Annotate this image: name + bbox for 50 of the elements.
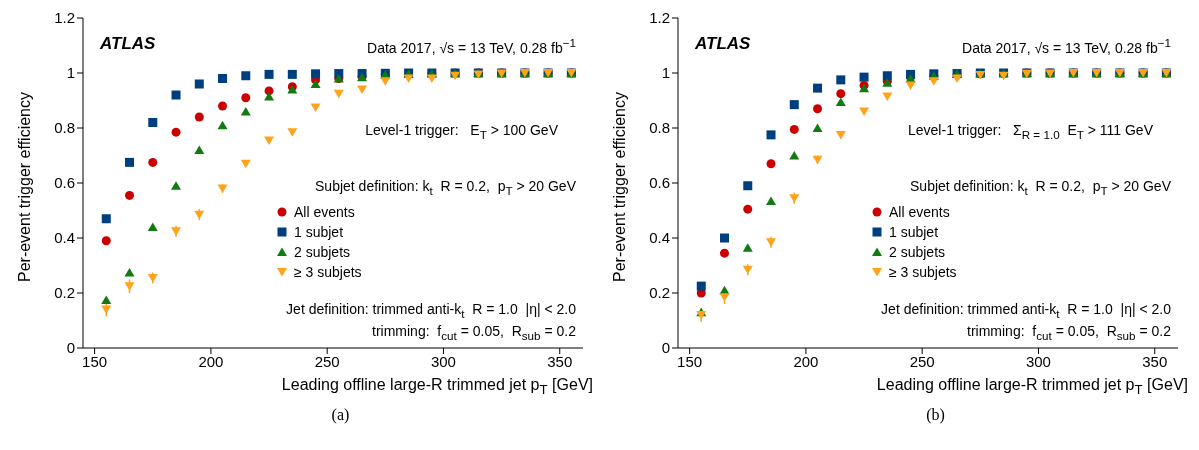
y-tick-label: 0.8	[649, 119, 670, 137]
legend-label: All events	[294, 204, 355, 220]
annotation: Level-1 trigger: E$_{T}$ > 100 GeV	[365, 122, 558, 141]
x-tick-label: 200	[198, 352, 224, 370]
legend-label: 2 subjets	[889, 244, 946, 260]
y-tick-label: 1	[66, 64, 75, 82]
y-tick-label: 0.4	[649, 229, 670, 247]
legend-label: 2 subjets	[294, 244, 351, 260]
legend-label: 1 subjet	[889, 224, 939, 240]
annotation: Subjet definition: k$_{t}$ R = 0.2, p$_{T}$ > 20 GeV	[315, 178, 576, 197]
annotation: Jet definition: trimmed anti-k$_{t}$ R = 1.0 |η| < 2.0	[286, 301, 576, 320]
x-tick-label: 150	[677, 352, 703, 370]
y-tick-label: 0.6	[649, 174, 670, 192]
annotation: trimming: f$_{cut}$ = 0.05, R$_{sub}$ = 0.2	[372, 323, 576, 342]
text: (a)	[330, 406, 351, 424]
annotation: Data 2017, √s = 13 TeV, 0.28 fb$^{−1}$	[367, 36, 576, 56]
annotation: Data 2017, √s = 13 TeV, 0.28 fb$^{−1}$	[962, 36, 1171, 56]
y-tick-label: 0.2	[54, 284, 75, 302]
x-tick-label: 250	[314, 352, 340, 370]
x-tick-label: 300	[1025, 352, 1051, 370]
y-tick-label: 0	[66, 339, 75, 357]
legend-label: All events	[889, 204, 950, 220]
x-tick-label: 350	[1142, 352, 1168, 370]
x-tick-label: 300	[430, 352, 456, 370]
legend-label: ≥ 3 subjets	[889, 264, 957, 280]
x-tick-label: 150	[82, 352, 108, 370]
y-axis-title: Per-event trigger efficiency	[16, 91, 34, 284]
legend-label: ≥ 3 subjets	[294, 264, 362, 280]
annotation: Jet definition: trimmed anti-k$_{t}$ R = 1.0 |η| < 2.0	[881, 301, 1171, 320]
x-tick-label: 200	[793, 352, 819, 370]
y-tick-label: 0.6	[54, 174, 75, 192]
annotation: ATLAS	[100, 34, 156, 54]
x-axis-title: Leading offline large-R trimmed jet p$_{T}$ [GeV]	[876, 376, 1188, 398]
annotation: Level-1 trigger: Σ$_{R = 1.0}$ E$_{T}$ > 111 GeV	[908, 122, 1153, 141]
annotation: ATLAS	[695, 34, 751, 54]
annotation: Subjet definition: k$_{t}$ R = 0.2, p$_{T}$ > 20 GeV	[910, 178, 1171, 197]
y-tick-label: 1.2	[649, 9, 670, 27]
x-tick-label: 350	[547, 352, 573, 370]
y-tick-label: 0.2	[649, 284, 670, 302]
y-tick-label: 0.8	[54, 119, 75, 137]
y-tick-label: 1	[661, 64, 670, 82]
y-axis-title: Per-event trigger efficiency	[611, 91, 629, 284]
x-axis-title: Leading offline large-R trimmed jet p$_{T}$ [GeV]	[281, 376, 593, 398]
x-tick-label: 250	[909, 352, 935, 370]
y-tick-label: 0	[661, 339, 670, 357]
annotation: trimming: f$_{cut}$ = 0.05, R$_{sub}$ = 0.2	[967, 323, 1171, 342]
legend-label: 1 subjet	[294, 224, 344, 240]
y-tick-label: 0.4	[54, 229, 75, 247]
y-tick-label: 1.2	[54, 9, 75, 27]
text: (b)	[925, 406, 946, 424]
